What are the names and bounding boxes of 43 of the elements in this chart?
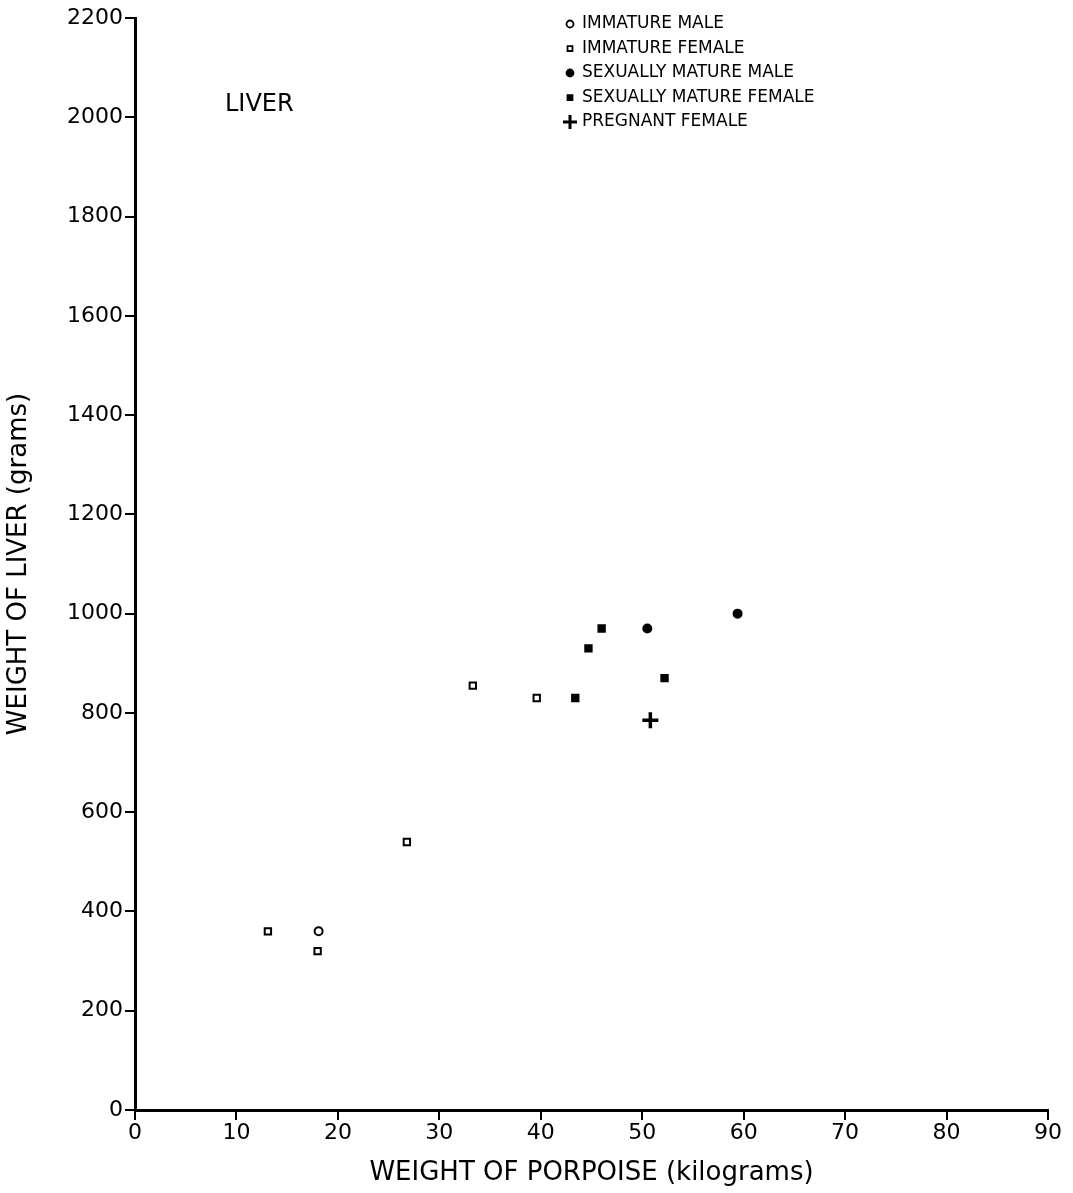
y-tick-label: 1400 [67,400,123,426]
point [584,644,593,653]
y-tick-label: 1800 [67,202,123,228]
y-tick-label: 1000 [67,599,123,625]
y-tick-label: 1600 [67,301,123,327]
legend-label: SEXUALLY MATURE FEMALE [582,85,815,106]
y-tick-label: 2200 [67,3,123,29]
point [468,681,477,690]
point [642,623,653,634]
legend-label: IMMATURE MALE [582,12,724,33]
y-tick-label: 0 [109,1095,123,1121]
x-tick-label: 30 [425,1118,454,1144]
x-tick-label: 20 [323,1118,352,1144]
x-tick-label: 10 [222,1118,251,1144]
y-tick-label: 1200 [67,500,123,526]
point [402,837,412,847]
point [660,673,669,683]
x-tick-label: 50 [628,1118,657,1144]
x-tick-label: 70 [831,1118,860,1144]
x-tick-label: 60 [729,1118,758,1144]
legend-label: IMMATURE FEMALE [582,36,745,57]
x-tick-label: 0 [128,1118,142,1144]
point [597,624,606,633]
y-tick-label: 600 [81,797,123,823]
point [263,927,273,936]
x-tick-label: 40 [526,1118,555,1144]
point [732,608,743,619]
point [640,710,661,731]
legend-label: SEXUALLY MATURE MALE [582,61,794,82]
y-tick-label: 800 [81,698,123,724]
y-tick-label: 400 [81,897,123,923]
x-axis-title: WEIGHT OF PORPOISE (kilograms) [369,1156,814,1187]
x-tick-label: 90 [1034,1118,1062,1144]
point [313,926,324,937]
y-axis-title: WEIGHT OF LIVER (grams) [2,392,33,736]
y-tick-label: 200 [81,996,123,1022]
y-tick-label: 2000 [67,102,123,128]
x-tick-label: 80 [932,1118,961,1144]
text: LIVER [225,89,294,118]
point [532,693,541,703]
point [571,693,580,703]
point [313,946,322,956]
legend-label: PREGNANT FEMALE [582,110,748,131]
